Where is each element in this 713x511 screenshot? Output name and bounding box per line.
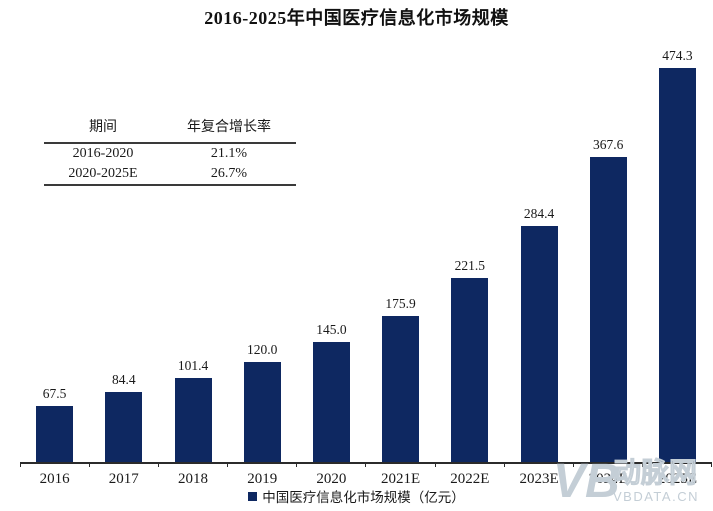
bar-2023E — [520, 226, 558, 462]
bar-cell-2016: 67.5 — [20, 60, 89, 462]
bar-value-label: 284.4 — [523, 206, 555, 221]
legend-label: 中国医疗信息化市场规模（亿元） — [262, 490, 465, 505]
x-axis-label-2025E: 2025E — [657, 471, 698, 487]
bar-2024E — [589, 157, 627, 462]
cagr-period-cell: 2020-2025E — [68, 166, 138, 181]
bar-value-label: 101.4 — [177, 358, 209, 373]
x-axis-label-2022E: 2022E — [450, 471, 490, 487]
axis-tick — [505, 464, 574, 467]
bar-value-label: 474.3 — [662, 48, 693, 63]
cagr-header-period: 期间 — [89, 120, 117, 135]
bar-cell-2018: 101.4 — [158, 60, 227, 462]
axis-tick — [228, 464, 298, 467]
bar-2019 — [243, 362, 281, 462]
bar-value-label: 84.4 — [111, 372, 136, 387]
bar-2020 — [312, 342, 350, 462]
x-axis-label-2024E: 2024E — [588, 471, 628, 487]
x-axis-label-2017: 2017 — [108, 471, 139, 487]
cagr-period-cell: 2016-2020 — [72, 146, 134, 161]
bar-2025E — [658, 68, 696, 462]
axis-tick — [574, 464, 643, 467]
chart-title: 2016-2025年中国医疗信息化市场规模 — [204, 8, 509, 28]
axis-tick — [436, 464, 505, 467]
bar-2021E — [382, 316, 420, 462]
x-axis-label-2016: 2016 — [39, 471, 70, 487]
axis-tick — [159, 464, 229, 467]
cagr-rate-cell: 21.1% — [210, 146, 248, 161]
x-axis-label-2020: 2020 — [316, 471, 347, 487]
x-axis-label-2019: 2019 — [247, 471, 278, 487]
bar-2017 — [105, 392, 143, 462]
bar-value-label: 367.6 — [593, 137, 624, 152]
bar-cell-2019: 120.0 — [228, 60, 297, 462]
axis-tick — [297, 464, 367, 467]
bar-cell-2024E: 367.6 — [574, 60, 643, 462]
bar-cell-2017: 84.4 — [89, 60, 158, 462]
bar-2018 — [174, 378, 212, 462]
bar-cell-2022E: 221.5 — [435, 60, 504, 462]
x-axis-label-2018: 2018 — [178, 471, 208, 487]
axis-tick — [90, 464, 160, 467]
cagr-header-rate: 年复合增长率 — [187, 120, 271, 135]
cagr-table: 期间 年复合增长率 2016-2020 21.1% 2020-2025E 26.… — [44, 112, 296, 186]
x-axis-line — [20, 462, 712, 467]
axis-tick — [21, 464, 91, 467]
bar-cell-2021E: 175.9 — [366, 60, 435, 462]
plot-area: 67.5 84.4 101.4 120.0 145.0 175.9 221.5 284.4 36… — [20, 48, 712, 462]
x-axis-label-2023E: 2023E — [519, 471, 559, 487]
x-axis-labels: 2016 2017 2018 2019 2020 2021E 2022E 2023E 2024E… — [20, 467, 712, 488]
bar-value-label: 145.0 — [316, 322, 347, 337]
cagr-row-2020-2025e: 2020-2025E 26.7% — [44, 164, 296, 184]
axis-tick — [366, 464, 436, 467]
bar-2022E — [451, 278, 489, 462]
bar-value-label: 120.0 — [247, 342, 278, 357]
x-axis-label-2021E: 2021E — [381, 471, 421, 487]
bar-value-label: 67.5 — [42, 386, 67, 401]
bar-value-label: 175.9 — [385, 296, 416, 311]
cagr-row-2016-2020: 2016-2020 21.1% — [44, 144, 296, 164]
legend-square-icon — [248, 491, 258, 501]
bar-cell-2020: 145.0 — [297, 60, 366, 462]
bar-chart: 67.5 84.4 101.4 120.0 145.0 175.9 221.5 284.4 36… — [20, 48, 712, 488]
cagr-table-header-row: 期间 年复合增长率 — [44, 112, 296, 144]
bar-value-label: 221.5 — [454, 258, 485, 273]
axis-tick — [643, 464, 712, 467]
bar-2016 — [36, 406, 74, 462]
cagr-rate-cell: 26.7% — [210, 166, 248, 181]
bar-cell-2025E: 474.3 — [643, 48, 712, 462]
bar-cell-2023E: 284.4 — [504, 60, 573, 462]
chart-legend: 中国医疗信息化市场规模（亿元） — [0, 486, 713, 506]
